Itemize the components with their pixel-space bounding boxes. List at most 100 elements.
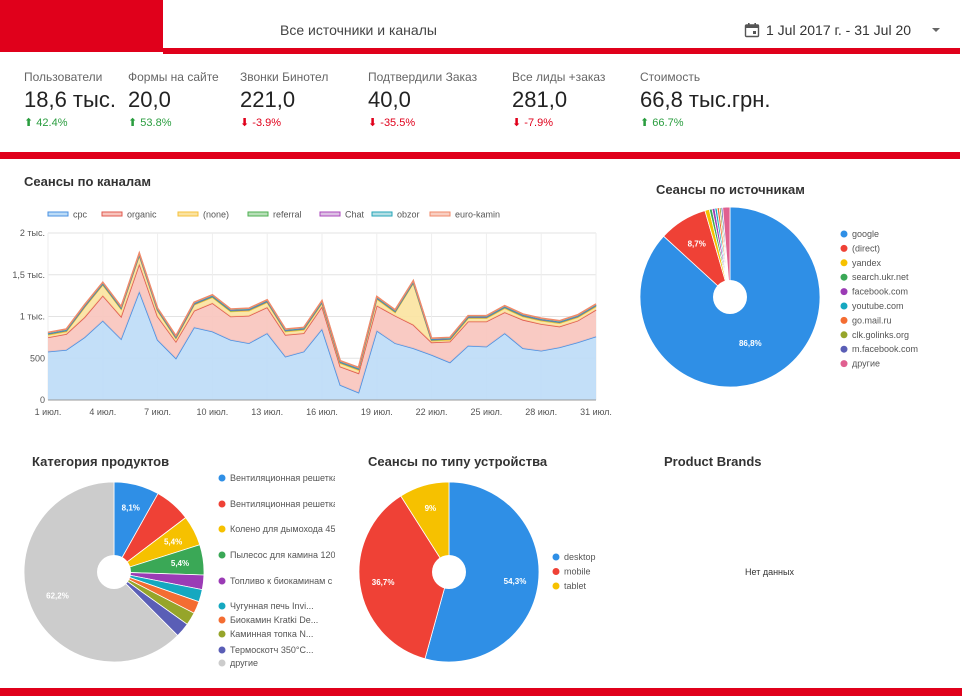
legend-label: youtube.com [852, 301, 904, 311]
legend-label: Топливо к биокаминам с аро... [230, 576, 335, 586]
kpi-value: 281,0 [512, 87, 568, 112]
footer-divider [0, 688, 962, 696]
legend-label: Chat [345, 210, 365, 220]
legend-swatch [177, 211, 199, 217]
arrow-up-icon: ⬆ [128, 117, 138, 129]
kpi-label: Формы на сайте [128, 70, 219, 84]
x-tick-label: 4 июл. [89, 407, 116, 417]
legend-swatch [218, 577, 226, 585]
legend-label: google [852, 229, 879, 239]
x-tick-label: 10 июл. [196, 407, 228, 417]
legend-item-none: (none) [177, 210, 229, 220]
channels-area-chart: cpc organic (none) referral Chat obzor euro-ka… [12, 210, 612, 418]
slice-label: 86,8% [739, 339, 762, 348]
x-tick-label: 25 июл. [470, 407, 502, 417]
legend-swatch [218, 551, 226, 559]
kpi-label: Звонки Бинотел [240, 70, 329, 84]
kpi-all-leads: Все лиды +заказ 281,0 ⬇ -7.9% [512, 70, 605, 129]
legend-swatch [319, 211, 341, 217]
kpi-forms: Формы на сайте 20,0 ⬆ 53.8% [128, 70, 219, 129]
kpi-confirmed-orders: Подтвердили Заказ 40,0 ⬇ -35.5% [368, 70, 477, 129]
arrow-down-icon: ⬇ [240, 117, 250, 129]
slice-label: 5,4% [171, 559, 189, 568]
kpi-change: ⬆ 53.8% [128, 117, 172, 129]
kpi-label: Пользователи [24, 70, 103, 84]
legend-label: (direct) [852, 243, 880, 253]
arrow-down-icon: ⬇ [512, 117, 522, 129]
calendar-icon [744, 22, 760, 38]
legend-swatch [840, 360, 848, 368]
donut-hole [713, 280, 747, 314]
legend-swatch [840, 331, 848, 339]
kpi-change: ⬆ 66.7% [640, 117, 684, 129]
slice-label: 8,1% [122, 504, 140, 513]
legend-item-referral: referral [247, 210, 302, 220]
legend-swatch [247, 211, 269, 217]
sources-pie-chart: 86,8% 8,7% google (direct) yandex search.ukr.… [639, 206, 918, 388]
legend-label: m.facebook.com [852, 344, 918, 354]
legend-label: search.ukr.net [852, 272, 909, 282]
legend-swatch [840, 345, 848, 353]
legend-swatch [101, 211, 123, 217]
legend-label: clk.golinks.org [852, 330, 909, 340]
slice-label: 54,3% [504, 577, 527, 586]
legend-item-eurokamin: euro-kamin [429, 210, 500, 220]
area-none [48, 255, 596, 374]
legend-label: Каминная топка N... [230, 629, 313, 639]
legend-swatch [218, 500, 226, 508]
legend-item-organic: organic [101, 210, 157, 220]
legend-label: tablet [564, 581, 587, 591]
legend-swatch [552, 568, 560, 575]
legend-swatch [840, 259, 848, 267]
legend-label: Пылесос для камина 1200 W [230, 550, 335, 560]
legend-swatch [218, 616, 226, 624]
date-range-picker[interactable]: 1 Jul 2017 г. - 31 Jul 20 [744, 16, 941, 44]
legend-label: organic [127, 210, 157, 220]
kpi-value: 18,6 тыс. [24, 87, 116, 112]
slice-label: 9% [425, 504, 437, 513]
legend-swatch [840, 316, 848, 324]
kpi-label: Все лиды +заказ [512, 70, 606, 84]
legend-swatch [47, 211, 69, 217]
pie-slice [424, 481, 540, 663]
legend-swatch [840, 288, 848, 296]
report-title: Все источники и каналы [280, 22, 437, 38]
kpi-label: Стоимость [640, 70, 701, 84]
arrow-up-icon: ⬆ [24, 117, 34, 129]
legend-label: mobile [564, 567, 591, 577]
legend-label: go.mail.ru [852, 315, 892, 325]
legend-swatch [218, 646, 226, 654]
kpi-change: ⬇ -35.5% [368, 117, 416, 129]
x-tick-label: 31 июл. [580, 407, 612, 417]
products-pie-chart: 8,1% 5,4% 5,4% 62,2% Вентиляционная решетка … [23, 473, 335, 668]
kpi-value: 20,0 [128, 87, 171, 112]
legend-label: другие [230, 658, 258, 668]
x-tick-label: 19 июл. [361, 407, 393, 417]
x-tick-label: 13 июл. [251, 407, 283, 417]
x-tick-label: 22 июл. [416, 407, 448, 417]
devices-pie-chart: 54,3% 36,7% 9% desktop mobile tablet [358, 481, 596, 663]
x-tick-label: 16 июл. [306, 407, 338, 417]
x-tick-label: 7 июл. [144, 407, 171, 417]
date-range-label: 1 Jul 2017 г. - 31 Jul 20 [766, 22, 912, 38]
line-eurokamin [47, 250, 597, 369]
header-divider [163, 48, 960, 54]
legend-label: Биокамин Kratki De... [230, 615, 318, 625]
legend-label: yandex [852, 258, 882, 268]
y-tick-label: 2 тыс. [20, 228, 45, 238]
kpi-change: ⬇ -3.9% [240, 117, 282, 129]
y-tick-label: 500 [30, 353, 45, 363]
legend-swatch [552, 582, 560, 590]
legend-swatch [218, 659, 226, 667]
area-organic [48, 263, 596, 393]
slice-label: 8,7% [688, 240, 706, 249]
legend-swatch [429, 211, 451, 217]
products-chart-title: Категория продуктов [32, 454, 170, 469]
kpi-value: 66,8 тыс.грн. [640, 87, 771, 112]
pie-slice [400, 481, 450, 574]
legend-swatch [218, 474, 226, 482]
legend-label: Вентиляционная решетка Kratki 11x... [230, 473, 335, 483]
kpi-users: Пользователи 18,6 тыс. ⬆ 42.4% [24, 70, 116, 129]
pie-slice [722, 206, 731, 298]
slice-label: 36,7% [372, 578, 395, 587]
